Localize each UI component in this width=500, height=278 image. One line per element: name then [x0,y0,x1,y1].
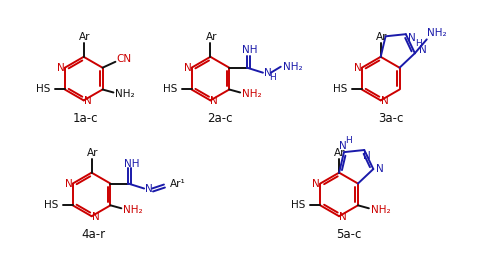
Text: N: N [408,33,416,43]
Text: N: N [264,68,272,78]
Text: 3a-c: 3a-c [378,112,404,125]
Text: Ar: Ar [334,148,346,158]
Text: HS: HS [44,200,58,210]
Text: Ar¹: Ar¹ [170,178,186,188]
Text: HS: HS [333,85,347,95]
Text: N: N [84,96,92,106]
Text: N: N [364,151,371,161]
Text: N: N [339,141,347,151]
Text: NH₂: NH₂ [242,90,262,100]
Text: H: H [416,39,422,48]
Text: NH: NH [242,45,258,55]
Text: Ar: Ar [87,148,99,158]
Text: 1a-c: 1a-c [73,112,98,125]
Text: NH₂: NH₂ [283,62,302,72]
Text: Ar: Ar [376,32,388,42]
Text: NH₂: NH₂ [371,205,390,215]
Text: H: H [346,136,352,145]
Text: Ar: Ar [206,32,217,42]
Text: H: H [270,73,276,82]
Text: N: N [65,178,72,188]
Text: 4a-r: 4a-r [82,227,106,240]
Text: N: N [184,63,192,73]
Text: NH₂: NH₂ [124,205,143,215]
Text: NH₂: NH₂ [114,90,134,100]
Text: NH: NH [124,159,139,169]
Text: N: N [210,96,218,106]
Text: HS: HS [162,85,177,95]
Text: N: N [339,212,347,222]
Text: 2a-c: 2a-c [208,112,233,125]
Text: Ar: Ar [79,32,90,42]
Text: N: N [381,96,388,106]
Text: NH₂: NH₂ [427,28,446,38]
Text: HS: HS [292,200,306,210]
Text: N: N [419,45,426,55]
Text: N: N [312,178,320,188]
Text: N: N [145,185,153,195]
Text: CN: CN [117,54,132,64]
Text: HS: HS [36,85,50,95]
Text: N: N [376,164,384,174]
Text: N: N [354,63,362,73]
Text: N: N [57,63,64,73]
Text: N: N [92,212,100,222]
Text: 5a-c: 5a-c [336,227,361,240]
